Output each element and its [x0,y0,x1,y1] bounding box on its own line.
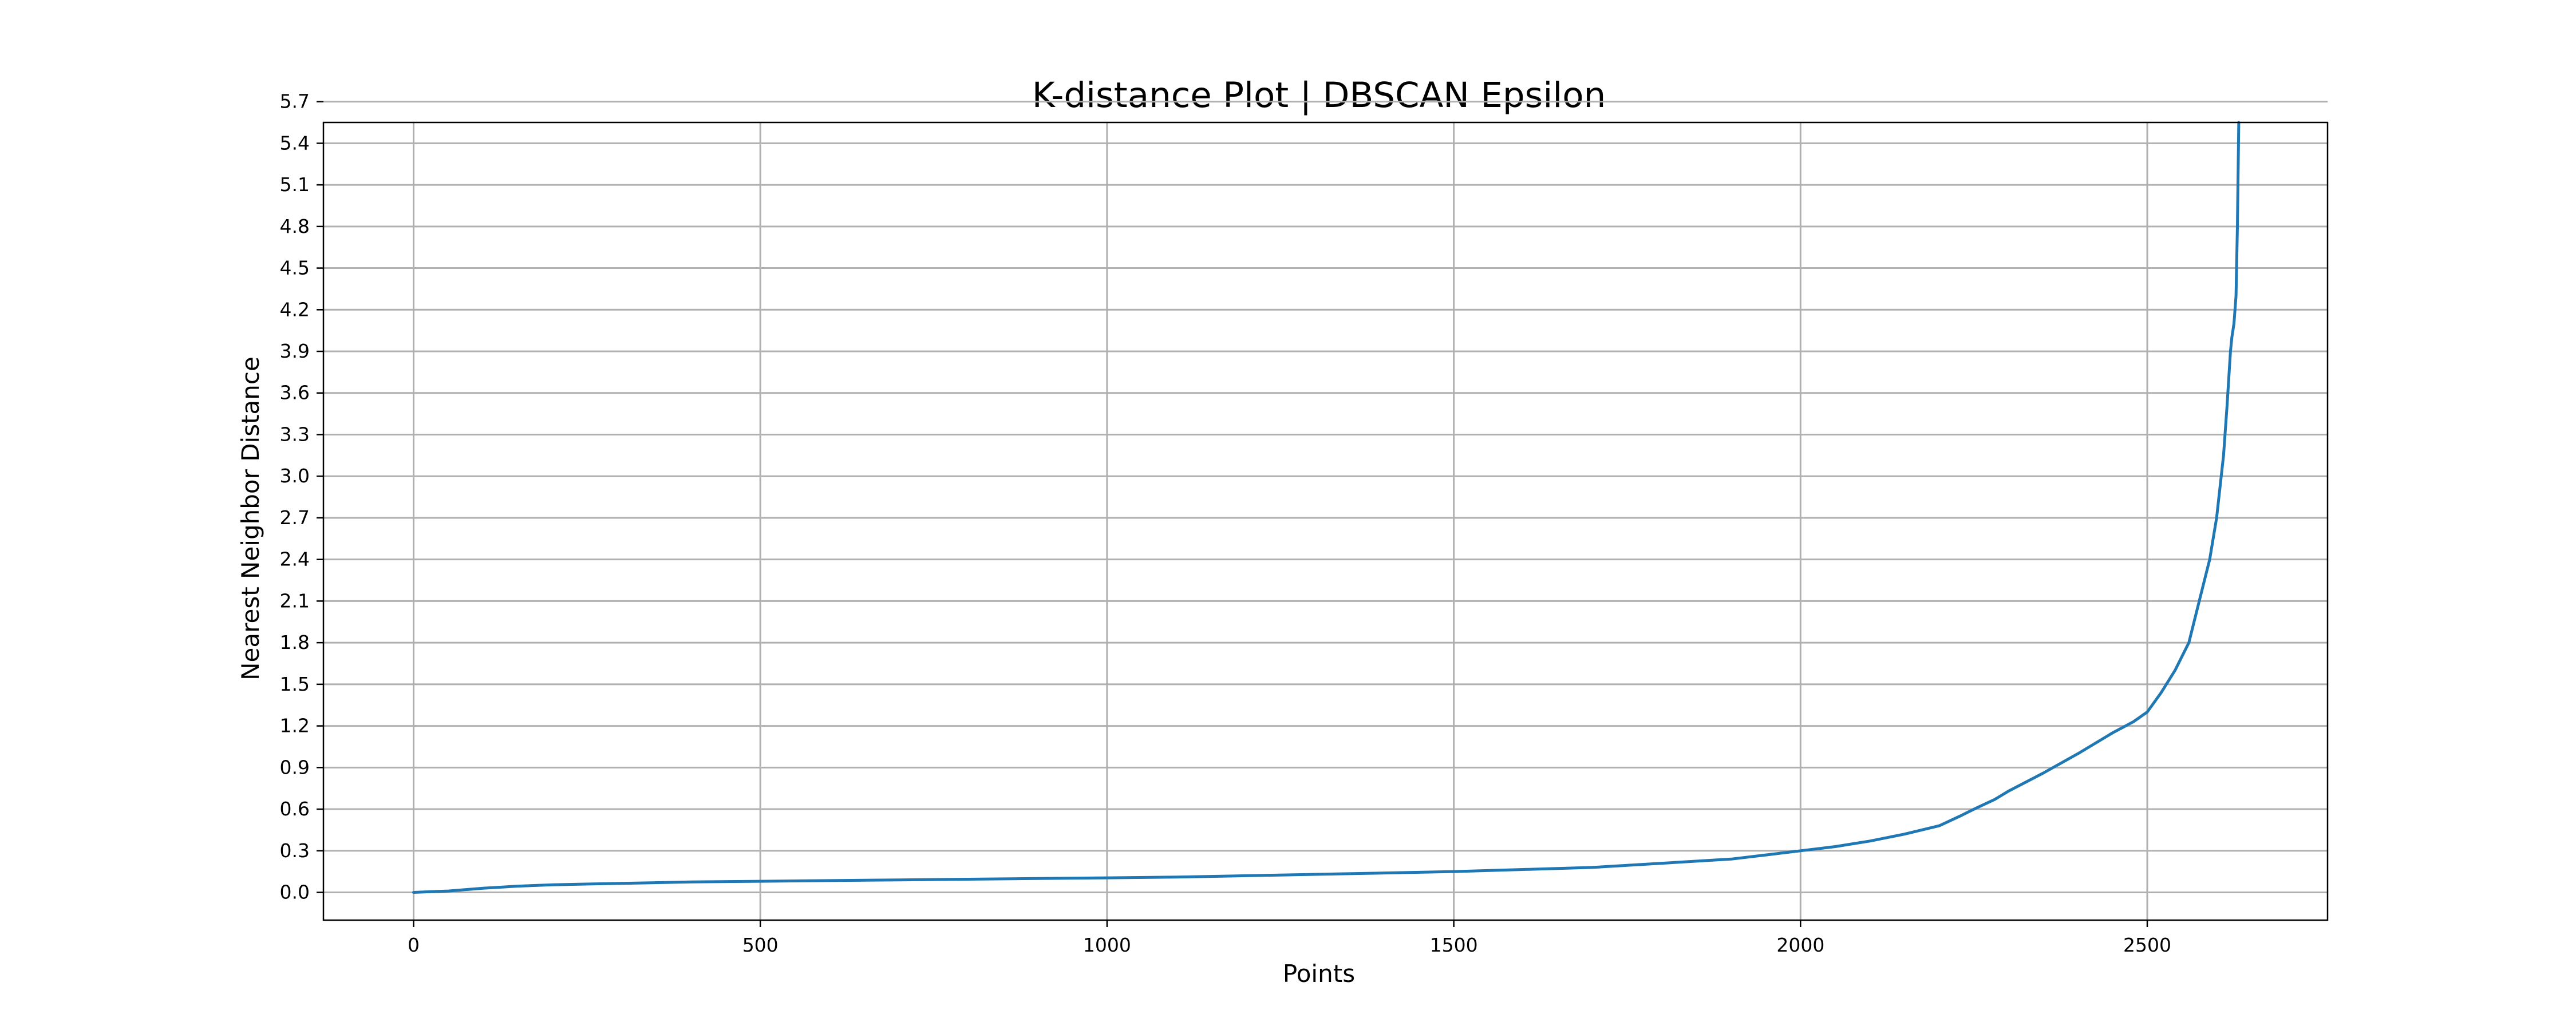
y-tick-label: 0.6 [280,798,310,820]
y-tick-label: 4.2 [280,298,310,320]
y-tick-label: 5.7 [280,90,310,113]
series-line [412,121,2241,894]
y-tick-label: 4.8 [280,215,310,237]
x-tick-label: 500 [742,934,779,956]
y-tick-label: 2.4 [280,548,310,571]
x-tick-label: 0 [408,934,420,956]
y-tick-label: 2.1 [280,589,310,612]
plot-frame [322,121,2329,921]
x-axis-ticks: 0 500 1000 1500 2000 2500 [408,920,2171,956]
y-tick-label: 5.4 [280,132,310,154]
y-tick-label: 1.8 [280,631,310,653]
y-tick-label: 2.7 [280,506,310,529]
x-tick-label: 2000 [1776,934,1824,956]
y-tick-label: 3.0 [280,465,310,487]
y-tick-label: 3.6 [280,382,310,404]
chart-title: K-distance Plot | DBSCAN Epsilon [1032,75,1606,116]
y-tick-label: 1.5 [280,673,310,695]
y-tick-label: 4.5 [280,257,310,279]
y-tick-label: 0.3 [280,839,310,862]
x-tick-label: 1000 [1083,934,1131,956]
y-tick-label: 3.9 [280,340,310,362]
x-tick-label: 1500 [1430,934,1478,956]
y-tick-label: 0.0 [280,881,310,904]
y-tick-label: 1.2 [280,715,310,737]
y-axis-ticks: 0.0 0.3 0.6 0.9 1.2 1.5 1.8 2.1 2.4 2.7 3.0 3.3 3.6 3… [280,90,323,904]
y-tick-label: 0.9 [280,756,310,778]
y-axis-label: Nearest Neighbor Distance [236,356,264,680]
y-tick-label: 5.1 [280,173,310,196]
x-tick-label: 2500 [2123,934,2171,956]
grid-layer [323,101,2328,920]
x-axis-label: Points [1283,960,1355,988]
y-tick-label: 3.3 [280,423,310,445]
